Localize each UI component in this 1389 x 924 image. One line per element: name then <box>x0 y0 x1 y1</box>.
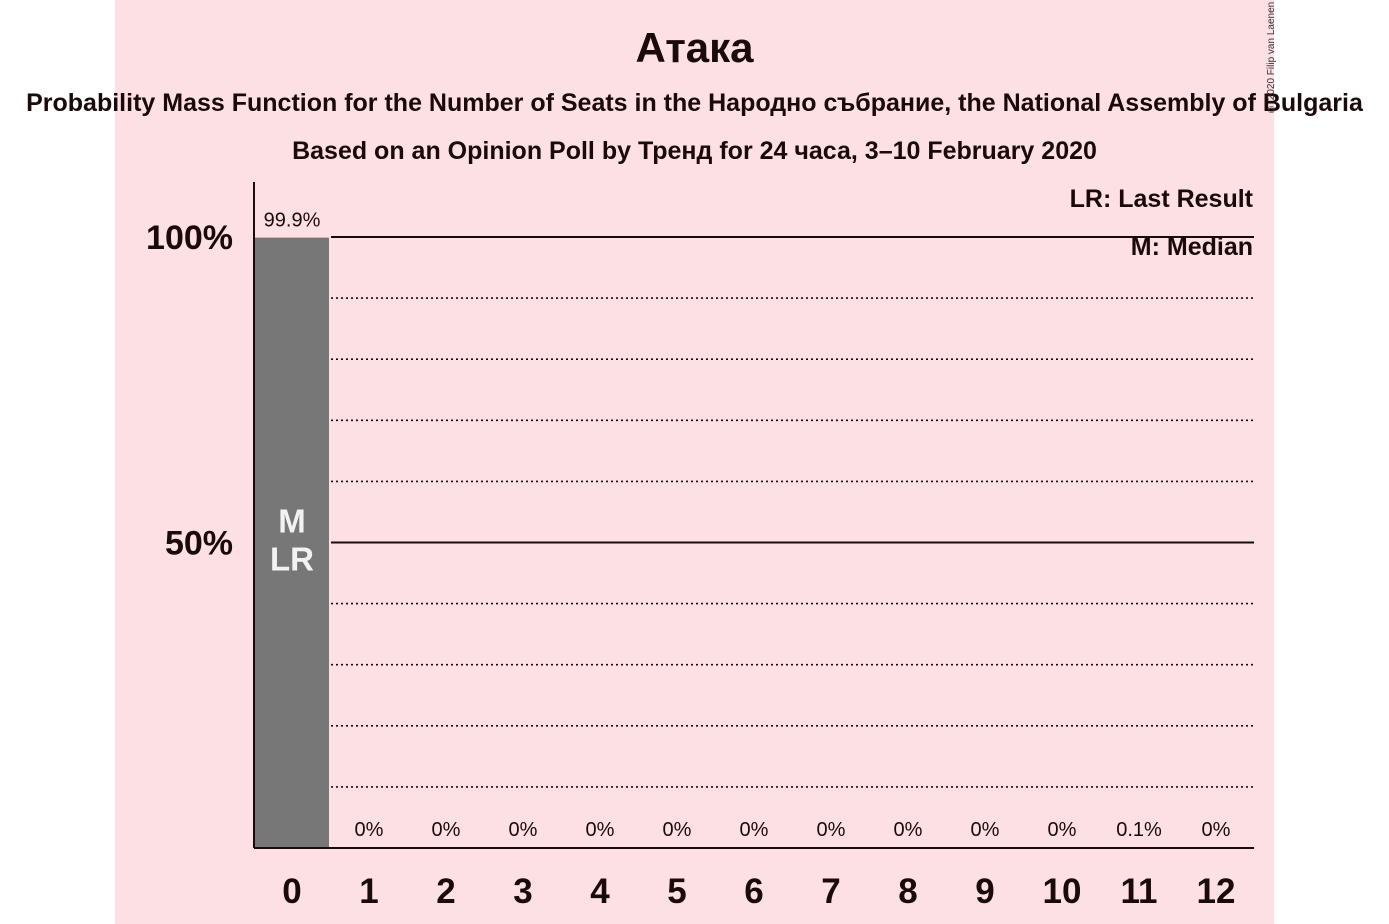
chart-subtitle: Probability Mass Function for the Number… <box>26 89 1363 117</box>
bar <box>255 237 329 849</box>
x-tick-label: 3 <box>513 872 532 911</box>
chart-title: Атака <box>635 24 754 71</box>
bar-value-label: 99.9% <box>264 210 321 232</box>
bar-value-label: 0% <box>586 819 615 841</box>
bar-value-label: 0% <box>663 819 692 841</box>
bar-value-label: 0% <box>432 819 461 841</box>
bar-value-label: 0% <box>740 819 769 841</box>
x-tick-label: 11 <box>1121 872 1158 911</box>
bar-value-label: 0% <box>1202 819 1231 841</box>
x-tick-label: 9 <box>975 872 994 911</box>
bar-value-label: 0.1% <box>1116 819 1162 841</box>
x-tick-label: 2 <box>436 872 455 911</box>
x-tick-label: 1 <box>359 872 378 911</box>
bar-value-label: 0% <box>894 819 923 841</box>
bar-value-label: 0% <box>509 819 538 841</box>
chart-subtitle-poll: Based on an Opinion Poll by Тренд for 24… <box>292 137 1097 165</box>
median-marker: M <box>278 503 306 540</box>
x-tick-label: 4 <box>590 872 610 911</box>
x-tick-label: 12 <box>1197 872 1236 911</box>
bar-value-label: 0% <box>1048 819 1077 841</box>
x-tick-label: 10 <box>1043 872 1082 911</box>
x-tick-label: 6 <box>744 872 763 911</box>
bar-value-label: 0% <box>355 819 384 841</box>
y-tick-label: 100% <box>146 219 233 257</box>
x-tick-label: 0 <box>282 872 301 911</box>
bar-value-label: 0% <box>971 819 1000 841</box>
legend-median: M: Median <box>1130 233 1253 261</box>
x-tick-label: 5 <box>667 872 686 911</box>
legend-last-result: LR: Last Result <box>1069 185 1253 213</box>
x-tick-label: 7 <box>821 872 840 911</box>
last-result-marker: LR <box>270 541 314 578</box>
y-tick-label: 50% <box>165 525 233 563</box>
bar-value-label: 0% <box>817 819 846 841</box>
x-tick-label: 8 <box>898 872 917 911</box>
